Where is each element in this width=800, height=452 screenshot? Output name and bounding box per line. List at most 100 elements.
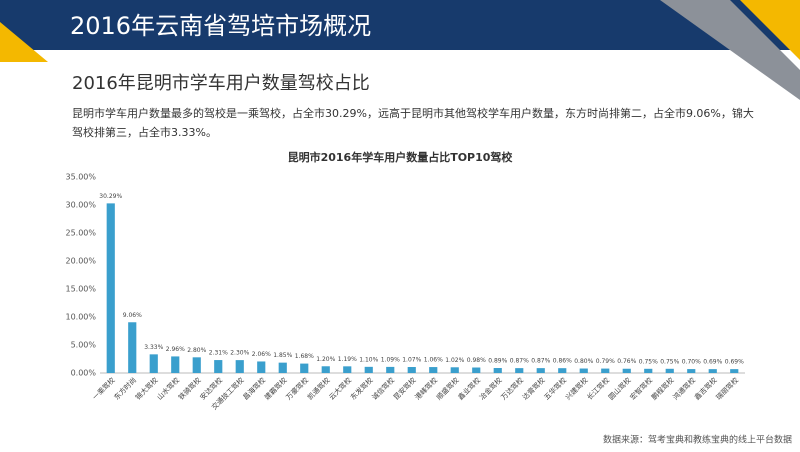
bar (579, 368, 588, 373)
data-label: 1.07% (402, 357, 421, 364)
x-tick-label: 兴建驾校 (563, 375, 589, 401)
data-label: 0.70% (682, 359, 701, 366)
data-label: 30.29% (99, 193, 122, 200)
bar (257, 361, 266, 373)
data-label: 0.69% (703, 359, 722, 366)
bar (622, 368, 631, 373)
data-label: 0.89% (488, 358, 507, 365)
x-tick-label: 一乘驾校 (90, 375, 116, 401)
y-tick-label: 35.00% (65, 173, 96, 182)
y-tick-label: 20.00% (65, 257, 96, 266)
x-tick-label: 港峰驾校 (413, 375, 439, 401)
x-tick-label: 达膏驾校 (520, 375, 546, 401)
data-label: 0.76% (617, 358, 636, 365)
x-tick-label: 鸿通驾校 (671, 375, 697, 401)
data-label: 2.06% (252, 351, 271, 358)
header-band (0, 0, 800, 50)
bar (644, 368, 653, 373)
header-title: 2016年云南省驾培市场概况 (70, 12, 371, 40)
data-label: 1.68% (295, 353, 314, 360)
bar (106, 203, 115, 373)
bar (235, 360, 244, 373)
data-label: 1.06% (424, 357, 443, 364)
x-tick-label: 东发驾校 (348, 375, 374, 401)
x-tick-label: 圆山驾校 (606, 375, 632, 401)
header-accent-left (0, 22, 48, 62)
bar (343, 366, 352, 373)
data-label: 0.80% (574, 358, 593, 365)
bar (687, 369, 696, 373)
y-tick-label: 25.00% (65, 229, 96, 238)
bar (515, 368, 524, 373)
x-tick-label: 山水驾校 (155, 375, 181, 401)
data-label: 0.75% (639, 358, 658, 365)
header-accent-gray (660, 0, 800, 100)
y-tick-label: 30.00% (65, 201, 96, 210)
data-label: 0.87% (510, 358, 529, 365)
data-label: 0.98% (467, 357, 486, 364)
data-label: 2.96% (166, 346, 185, 353)
bar (730, 369, 739, 373)
bar (128, 322, 137, 373)
bar (192, 357, 201, 373)
bar (472, 367, 481, 373)
x-tick-label: 昌海驾校 (241, 375, 267, 401)
data-label: 3.33% (144, 344, 163, 351)
chart-title: 昆明市2016年学车用户数量占比TOP10驾校 (288, 150, 514, 164)
data-label: 2.30% (230, 350, 249, 357)
bar (708, 369, 717, 373)
bar (278, 362, 287, 373)
data-label: 1.20% (316, 356, 335, 363)
x-tick-label: 顺盛驾校 (434, 375, 460, 401)
data-label: 0.79% (596, 358, 615, 365)
bar (214, 360, 223, 373)
bar (407, 367, 416, 373)
x-tick-label: 冶金驾校 (477, 375, 503, 401)
subtitle: 2016年昆明市学车用户数量驾校占比 (72, 73, 370, 94)
bar (429, 367, 438, 373)
bar (300, 363, 309, 373)
data-label: 9.06% (123, 312, 142, 319)
x-tick-label: 锦大驾校 (133, 375, 159, 401)
x-tick-label: 万豪驾校 (284, 375, 310, 401)
bar (386, 366, 395, 373)
y-tick-label: 0.00% (71, 369, 97, 378)
x-tick-label: 长江驾校 (585, 375, 611, 401)
x-tick-label: 鑫业驾校 (456, 375, 482, 401)
bar (364, 366, 373, 373)
data-label: 1.09% (381, 356, 400, 363)
bar (171, 356, 180, 373)
bar (149, 354, 158, 373)
footer: 数据来源：驾考宝典和教练宝典的线上平台数据 (603, 434, 792, 446)
paragraph-box: 昆明市学车用户数量最多的驾校是一乘驾校，占全市30.29%，远高于昆明市其他驾校… (72, 107, 754, 139)
x-tick-label: 宏智驾校 (628, 375, 654, 401)
x-tick-label: 鑫吉驾校 (692, 375, 718, 401)
data-label: 1.85% (273, 352, 292, 359)
bar (321, 366, 330, 373)
x-tick-label: 万达驾校 (499, 375, 525, 401)
y-tick-label: 5.00% (71, 341, 97, 350)
data-label: 0.75% (660, 358, 679, 365)
x-tick-label: 瑞丽驾校 (714, 375, 740, 401)
bar (450, 367, 459, 373)
bar (493, 368, 502, 373)
x-tick-label: 云大驾校 (327, 375, 353, 401)
x-tick-label: 昆安驾校 (391, 375, 417, 401)
x-tick-label: 五华驾校 (542, 375, 568, 401)
paragraph: 昆明市学车用户数量最多的驾校是一乘驾校，占全市30.29%，远高于昆明市其他驾校… (72, 107, 754, 139)
data-label: 2.80% (187, 347, 206, 354)
data-label: 0.87% (531, 358, 550, 365)
data-label: 0.69% (725, 359, 744, 366)
bar (601, 368, 610, 373)
y-tick-label: 15.00% (65, 285, 96, 294)
x-tick-label: 建霸驾校 (262, 375, 288, 401)
bar (665, 368, 674, 373)
x-tick-label: 诚信驾校 (370, 375, 396, 401)
data-label: 1.02% (445, 357, 464, 364)
data-label: 2.31% (209, 350, 228, 357)
x-tick-label: 东方时尚 (112, 375, 138, 401)
x-tick-label: 鹏程驾校 (649, 375, 675, 401)
bar (558, 368, 567, 373)
y-tick-label: 10.00% (65, 313, 96, 322)
